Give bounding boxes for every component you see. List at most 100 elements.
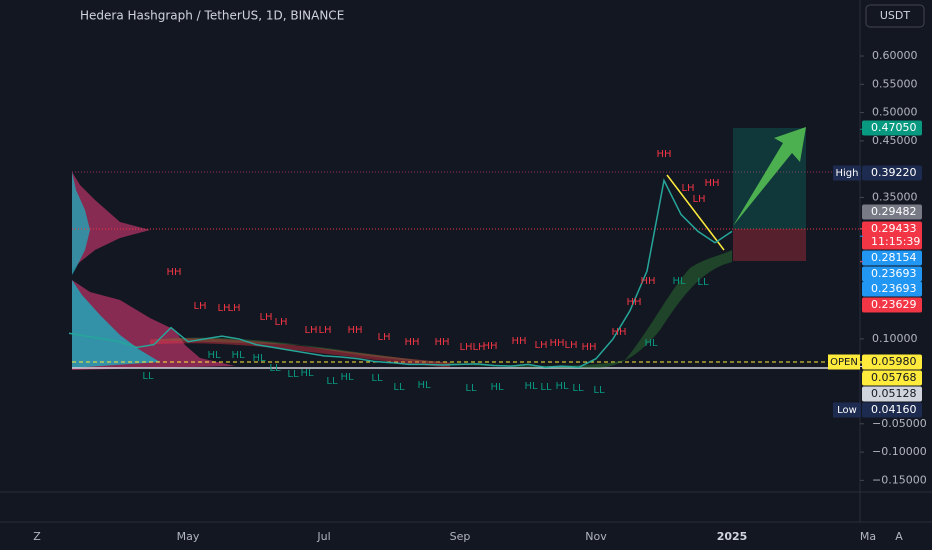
- pivot-high: LH: [534, 340, 547, 351]
- pivot-low: HL: [300, 368, 314, 379]
- price-label-box: [862, 297, 922, 313]
- y-tick-label: 0.45000: [872, 134, 918, 147]
- chart-title: Hedera Hashgraph / TetherUS, 1D, BINANCE: [80, 9, 344, 23]
- trend-line: [666, 174, 725, 251]
- y-tick-label: 0.10000: [872, 332, 918, 345]
- countdown: 11:15:39: [871, 235, 920, 248]
- pivot-low: LL: [287, 369, 299, 380]
- price-label-box: [862, 221, 922, 250]
- pivot-low: LL: [593, 385, 605, 396]
- pivot-low: HL: [231, 350, 245, 361]
- pivot-high: LH: [459, 342, 472, 353]
- pivot-high: HH: [482, 341, 497, 352]
- price-label: 0.29482: [871, 205, 917, 218]
- pivot-high: HH: [347, 325, 362, 336]
- volume-profile: [72, 172, 150, 270]
- pivot-low: LL: [540, 382, 552, 393]
- x-tick-label: Nov: [585, 530, 607, 543]
- pivot-high: HH: [626, 297, 641, 308]
- x-tick-label: Sep: [450, 530, 471, 543]
- pivot-high: HH: [404, 337, 419, 348]
- pivot-high: LH: [274, 317, 287, 328]
- pivot-high: LH: [227, 303, 240, 314]
- price-label: 0.04160: [871, 403, 917, 416]
- y-tick-label: −0.10000: [872, 445, 927, 458]
- y-tick-label: 0.35000: [872, 190, 918, 203]
- price-label-box: [862, 165, 922, 181]
- pivot-high: HH: [611, 327, 626, 338]
- price-label: 0.47050: [871, 121, 917, 134]
- pivot-low: LL: [326, 376, 338, 387]
- pivot-high: HH: [656, 149, 671, 160]
- pivot-high: LH: [304, 325, 317, 336]
- price-label: 0.28154: [871, 251, 917, 264]
- y-tick-label: 0.50000: [872, 106, 918, 119]
- price-label-box: [862, 370, 922, 386]
- pivot-low: HL: [340, 372, 354, 383]
- price-label: 0.23693: [871, 282, 917, 295]
- long-stop: [733, 229, 806, 261]
- price-tag: Low: [837, 405, 857, 416]
- pivot-low: LL: [393, 382, 405, 393]
- price-label: 0.29433: [871, 222, 917, 235]
- pivot-low: HL: [207, 350, 221, 361]
- price-label-box: [862, 204, 922, 220]
- price-tag: High: [836, 168, 859, 179]
- pivot-low: LL: [572, 383, 584, 394]
- pivot-high: HH: [704, 178, 719, 189]
- pivot-high: HH: [549, 338, 564, 349]
- pivot-high: LH: [217, 303, 230, 314]
- pivot-low: LL: [465, 383, 477, 394]
- pivot-high: HH: [511, 336, 526, 347]
- y-tick-label: 0.55000: [872, 77, 918, 90]
- price-label: 0.23693: [871, 267, 917, 280]
- volume-profile: [72, 172, 90, 275]
- price-label: 0.39220: [871, 166, 917, 179]
- price-line: [68, 178, 733, 368]
- pivot-high: HH: [166, 267, 181, 278]
- pivot-high: LH: [692, 194, 705, 205]
- price-label-box: [862, 386, 922, 402]
- price-label-box: [862, 120, 922, 136]
- pivot-low: HL: [524, 381, 538, 392]
- pivot-low: HL: [252, 353, 266, 364]
- price-label: 0.05128: [871, 387, 917, 400]
- volume-profile: [72, 280, 160, 368]
- x-tick-label: Ma: [860, 530, 876, 543]
- price-label-box: [862, 250, 922, 266]
- pivot-high: LH: [681, 183, 694, 194]
- currency-button[interactable]: [865, 4, 925, 28]
- pivot-high: LH: [377, 332, 390, 343]
- pivot-high: HH: [640, 276, 655, 287]
- x-tick-label: May: [177, 530, 200, 543]
- pivot-low: HL: [672, 276, 686, 287]
- toolbar-button[interactable]: Z: [33, 530, 41, 543]
- currency[interactable]: USDT: [880, 9, 911, 22]
- arrow: [733, 127, 806, 226]
- y-tick-label: −0.15000: [872, 473, 927, 486]
- pivot-low: LL: [697, 277, 709, 288]
- pivot-low: HL: [490, 382, 504, 393]
- pivot-low: LL: [269, 363, 281, 374]
- price-label-box: [862, 402, 922, 418]
- price-tag-box: [833, 402, 861, 418]
- y-tick-label: 0.60000: [872, 49, 918, 62]
- price-label-box: [862, 281, 922, 297]
- pivot-low: LL: [371, 373, 383, 384]
- x-tick-label: 2025: [717, 530, 748, 543]
- toolbar-button[interactable]: A: [895, 530, 903, 543]
- ma-ribbon: [149, 338, 451, 368]
- price-tag: OPEN: [830, 357, 858, 368]
- pivot-high: LH: [564, 340, 577, 351]
- pivot-high: LH: [472, 342, 485, 353]
- pivot-low: HL: [417, 380, 431, 391]
- y-tick-label: −0.05000: [872, 417, 927, 430]
- pivot-high: LH: [193, 301, 206, 312]
- price-label: 0.05980: [871, 355, 917, 368]
- pivot-high: LH: [259, 312, 272, 323]
- pivot-low: HL: [555, 381, 569, 392]
- pivot-low: LL: [142, 371, 154, 382]
- pivot-low: HL: [644, 338, 658, 349]
